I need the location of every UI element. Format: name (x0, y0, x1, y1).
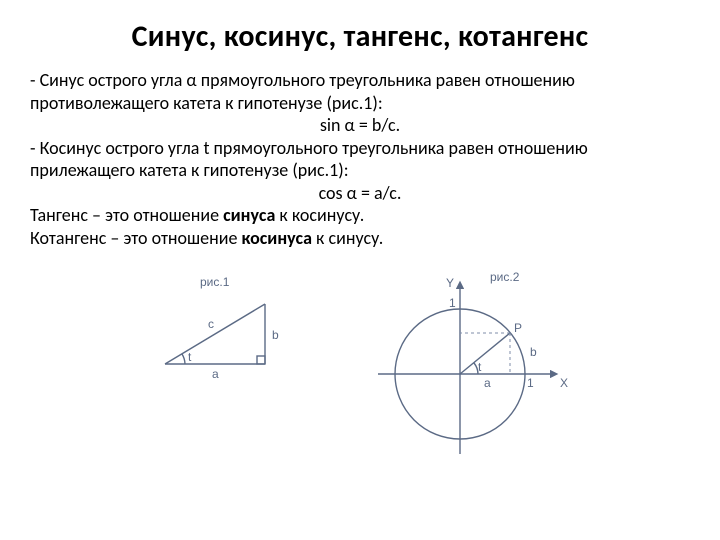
paragraph-cotangent: Котангенс – это отношение косинуса к син… (30, 227, 690, 250)
figure-triangle: рис.1 a b c t (140, 269, 310, 389)
tangent-bold: синуса (223, 204, 275, 226)
cotangent-text-c: к синусу. (312, 227, 383, 249)
fig2-angle: t (478, 360, 482, 374)
figure-unit-circle: рис.2 X Y 1 1 P a b t (360, 269, 580, 469)
fig1-label: рис.1 (200, 275, 230, 289)
cotangent-bold: косинуса (242, 227, 312, 249)
tangent-text-a: Тангенс – это отношение (30, 204, 223, 226)
equation-cosine: cos α = a/c. (30, 182, 690, 205)
fig1-side-c: c (208, 317, 214, 331)
fig1-side-a: a (212, 367, 219, 381)
fig1-angle: t (188, 350, 192, 364)
fig2-axis-y: Y (446, 276, 454, 290)
fig2-one-x: 1 (527, 376, 534, 390)
fig2-b: b (530, 345, 537, 359)
equation-sine: sin α = b/c. (30, 114, 690, 137)
diagrams-container: рис.1 a b c t (30, 269, 690, 469)
fig2-a: a (484, 376, 491, 390)
paragraph-sine: - Синус острого угла α прямоугольного тр… (30, 69, 690, 114)
tangent-text-c: к косинусу. (275, 204, 364, 226)
paragraph-tangent: Тангенс – это отношение синуса к косинус… (30, 204, 690, 227)
page-title: Синус, косинус, тангенс, котангенс (30, 18, 690, 55)
fig1-side-b: b (272, 328, 279, 342)
paragraph-cosine: - Косинус острого угла t прямоугольного … (30, 137, 690, 182)
cotangent-text-a: Котангенс – это отношение (30, 227, 242, 249)
fig2-one-y: 1 (449, 296, 456, 310)
fig2-point-p: P (514, 321, 522, 335)
body-text: - Синус острого угла α прямоугольного тр… (30, 69, 690, 249)
fig2-axis-x: X (560, 376, 568, 390)
fig2-label: рис.2 (490, 270, 520, 284)
